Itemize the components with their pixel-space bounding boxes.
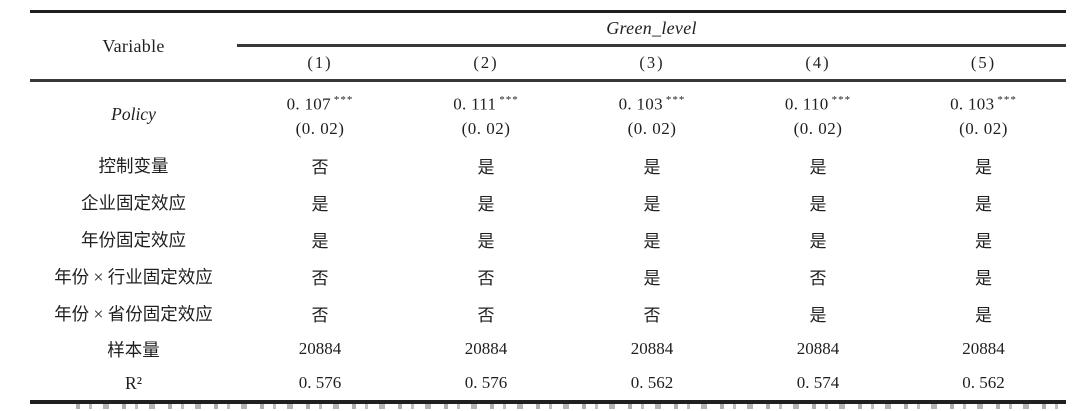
cell-value: 否 xyxy=(809,268,827,288)
cell-value: 20884 xyxy=(962,339,1005,358)
cell-value: 是 xyxy=(975,157,993,177)
cell-value: 是 xyxy=(311,231,329,251)
table-row: 年份固定效应 是 是 是 是 是 xyxy=(30,221,1066,258)
row-label: 样本量 xyxy=(107,339,160,360)
model-column-header: (5) xyxy=(901,44,1067,82)
cell-value: 否 xyxy=(311,157,329,177)
standard-error: (0. 02) xyxy=(959,118,1008,138)
row-label: 企业固定效应 xyxy=(81,192,186,213)
cell-value: 20884 xyxy=(464,339,508,358)
clipped-note-fragments xyxy=(76,404,1062,409)
table-row: 样本量 20884 20884 20884 20884 20884 xyxy=(30,332,1066,367)
coefficient-value: 0. 103 xyxy=(950,94,995,114)
coefficient-cell: 0. 111 *** (0. 02) xyxy=(403,81,569,147)
table-row: R² 0. 576 0. 576 0. 562 0. 574 0. 562 xyxy=(30,367,1066,402)
row-label: R² xyxy=(125,372,142,393)
coefficient-cell: 0. 110 *** (0. 02) xyxy=(735,81,901,147)
regression-table: Variable Green_level (1) (2) (3) (4) (5) Pol… xyxy=(30,10,1067,404)
cell-value: 0. 576 xyxy=(464,373,508,392)
dependent-variable-group-header: Green_level xyxy=(237,11,1067,47)
row-label: 年份 × 省份固定效应 xyxy=(54,303,213,324)
cell-value: 是 xyxy=(975,194,993,214)
coefficient-value: 0. 110 xyxy=(784,94,829,114)
significance-stars: *** xyxy=(997,93,1017,106)
model-column-header: (1) xyxy=(237,44,403,82)
cell-value: 是 xyxy=(975,231,993,251)
cell-value: 否 xyxy=(477,268,495,288)
coefficient-value: 0. 111 xyxy=(453,94,497,114)
coefficient-cell: 0. 107 *** (0. 02) xyxy=(237,81,403,147)
cell-value: 是 xyxy=(809,157,827,177)
cell-value: 是 xyxy=(809,231,827,251)
cell-value: 是 xyxy=(643,268,661,288)
model-column-header: (2) xyxy=(403,44,569,82)
cell-value: 20884 xyxy=(796,339,840,358)
table-row: 年份 × 省份固定效应 否 否 否 是 是 xyxy=(30,295,1066,332)
model-column-header: (4) xyxy=(735,44,901,82)
cell-value: 是 xyxy=(311,194,329,214)
cell-value: 否 xyxy=(477,305,495,325)
row-label: 控制变量 xyxy=(98,155,169,176)
table-row: Policy 0. 107 *** (0. 02) 0. 111 *** (0. 02) 0.… xyxy=(30,81,1066,147)
significance-stars: *** xyxy=(333,93,354,106)
cell-value: 是 xyxy=(643,157,661,177)
table-row: 年份 × 行业固定效应 否 否 是 否 是 xyxy=(30,258,1066,295)
cell-value: 0. 576 xyxy=(298,373,342,392)
standard-error: (0. 02) xyxy=(627,118,677,138)
cell-value: 是 xyxy=(477,231,495,251)
cell-value: 0. 562 xyxy=(962,373,1005,392)
cell-value: 20884 xyxy=(298,339,342,358)
row-label: Policy xyxy=(111,103,156,124)
cell-value: 0. 562 xyxy=(630,373,674,392)
variable-column-header: Variable xyxy=(30,11,237,82)
cell-value: 是 xyxy=(975,305,993,325)
cell-value: 是 xyxy=(643,194,661,214)
coefficient-value: 0. 103 xyxy=(618,94,663,114)
cell-value: 是 xyxy=(809,194,827,214)
standard-error: (0. 02) xyxy=(461,118,511,138)
row-label: 年份 × 行业固定效应 xyxy=(54,266,213,287)
cell-value: 是 xyxy=(477,157,495,177)
cell-value: 是 xyxy=(643,231,661,251)
cell-value: 否 xyxy=(311,268,329,288)
cell-value: 否 xyxy=(643,305,661,325)
model-column-header: (3) xyxy=(569,44,735,82)
cell-value: 0. 574 xyxy=(796,373,840,392)
significance-stars: *** xyxy=(831,93,852,106)
cell-value: 否 xyxy=(311,305,329,325)
coefficient-cell: 0. 103 *** (0. 02) xyxy=(901,81,1066,147)
coefficient-value: 0. 107 xyxy=(286,94,331,114)
standard-error: (0. 02) xyxy=(295,118,345,138)
cell-value: 20884 xyxy=(630,339,674,358)
cell-value: 是 xyxy=(477,194,495,214)
significance-stars: *** xyxy=(499,93,519,106)
cell-value: 是 xyxy=(809,305,827,325)
coefficient-cell: 0. 103 *** (0. 02) xyxy=(569,81,735,147)
significance-stars: *** xyxy=(665,93,686,106)
row-label: 年份固定效应 xyxy=(81,229,186,250)
table-row: 控制变量 否 是 是 是 是 xyxy=(30,147,1066,184)
cell-value: 是 xyxy=(975,268,993,288)
table-row: 企业固定效应 是 是 是 是 是 xyxy=(30,184,1066,221)
standard-error: (0. 02) xyxy=(793,118,843,138)
